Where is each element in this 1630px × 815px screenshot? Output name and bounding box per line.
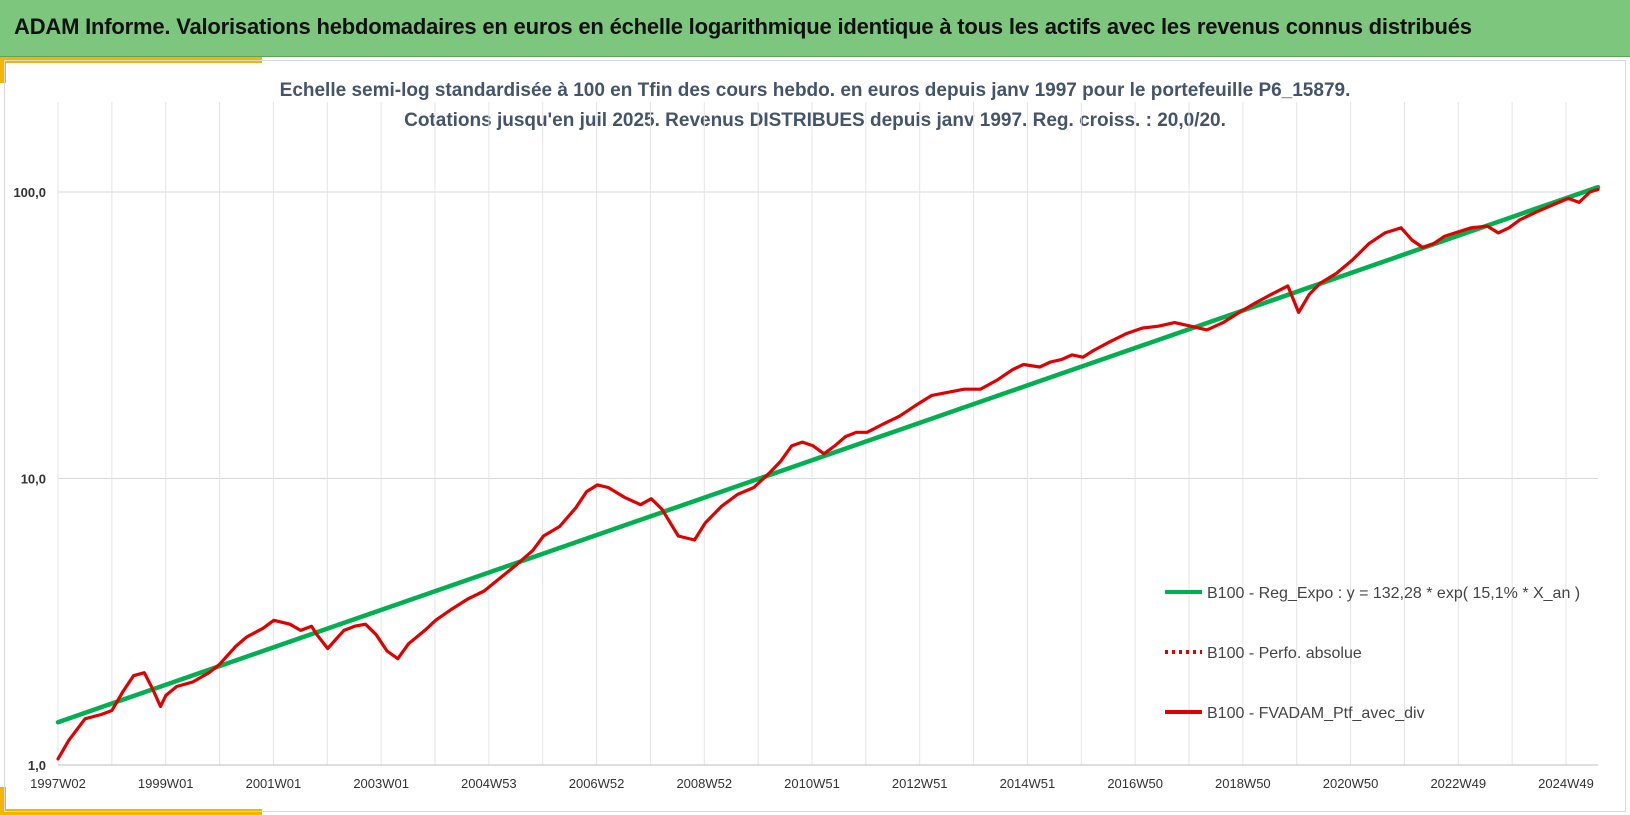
legend-label: B100 - FVADAM_Ptf_avec_div <box>1207 705 1425 722</box>
y-tick-label: 10,0 <box>21 472 46 487</box>
x-tick-label: 2008W52 <box>676 776 732 791</box>
series-layer <box>55 184 1601 761</box>
series-line-0 <box>55 184 1601 725</box>
header-banner: ADAM Informe. Valorisations hebdomadaire… <box>0 0 1630 57</box>
x-tick-label: 2010W51 <box>784 776 840 791</box>
chart-title-line1: Echelle semi-log standardisée à 100 en T… <box>279 80 1351 101</box>
page-title: ADAM Informe. Valorisations hebdomadaire… <box>14 14 1472 39</box>
series-line-2 <box>56 187 1600 761</box>
x-tick-label: 2020W50 <box>1323 776 1379 791</box>
x-tick-label: 2004W53 <box>461 776 517 791</box>
y-axis-ticks: 1,0 10,0 100,0 <box>13 185 46 773</box>
chart-title-line2: Cotations jusqu'en juil 2025. Revenus DI… <box>404 110 1226 131</box>
accent-bar-bottom <box>0 809 262 815</box>
x-tick-label: 1999W01 <box>138 776 194 791</box>
x-tick-label: 2016W50 <box>1107 776 1163 791</box>
x-tick-label: 2006W52 <box>569 776 625 791</box>
x-tick-label: 2012W51 <box>892 776 948 791</box>
accent-corner-bottom <box>0 787 6 815</box>
y-tick-label: 1,0 <box>28 758 46 773</box>
x-tick-label: 2024W49 <box>1538 776 1594 791</box>
legend-label: B100 - Reg_Expo : y = 132,28 * exp( 15,1… <box>1207 585 1580 602</box>
x-tick-label: 2014W51 <box>1000 776 1056 791</box>
chart-grid <box>57 102 1598 766</box>
x-axis-ticks: 1997W02 1999W01 2001W01 2003W01 2004W53 2006W… <box>30 776 1594 791</box>
x-tick-label: 2022W49 <box>1430 776 1486 791</box>
chart-legend: B100 - Reg_Expo : y = 132,28 * exp( 15,1… <box>1165 585 1580 722</box>
x-tick-label: 2001W01 <box>246 776 302 791</box>
x-tick-label: 2018W50 <box>1215 776 1271 791</box>
x-tick-label: 2003W01 <box>353 776 409 791</box>
accent-corner-top <box>0 57 6 83</box>
y-tick-label: 100,0 <box>13 185 46 200</box>
x-tick-label: 1997W02 <box>30 776 86 791</box>
chart-frame <box>4 60 1626 812</box>
legend-label: B100 - Perfo. absolue <box>1207 645 1362 662</box>
